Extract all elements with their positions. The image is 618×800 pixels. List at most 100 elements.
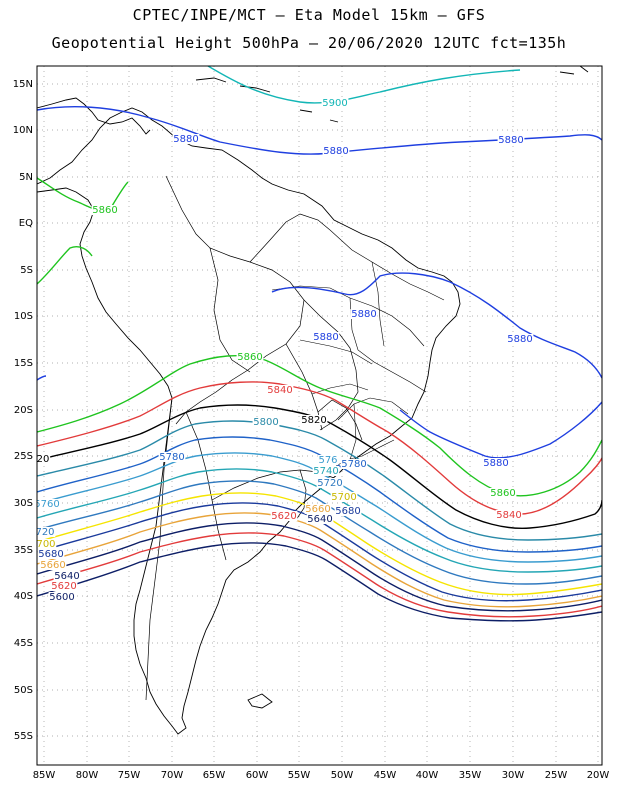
lat-tick-label: 20S: [14, 405, 33, 416]
lon-tick-label: 45W: [374, 770, 397, 781]
lon-tick-label: 65W: [203, 770, 226, 781]
map-title-field: Geopotential Height 500hPa – 20/06/2020 …: [51, 34, 567, 52]
central-america-coastline: [37, 97, 151, 135]
contour-label: 5800: [253, 417, 278, 428]
contour-label-bg: [236, 352, 264, 362]
contour-line-5860: [37, 355, 602, 497]
contour-label: 5860: [237, 352, 262, 363]
contour-label: 5880: [323, 146, 348, 157]
caribbean-islands: [195, 66, 589, 123]
lat-tick-label: 30S: [14, 498, 33, 509]
contour-label: 5760: [34, 499, 59, 510]
contour-line-5840: [37, 381, 602, 515]
lat-tick-label: 40S: [14, 591, 33, 602]
lat-tick-label: 25S: [14, 451, 33, 462]
contour-label: 5880: [351, 309, 376, 320]
state-borders: [271, 229, 445, 471]
contour-label: 20: [37, 454, 50, 465]
contour-label-bg: [37, 539, 57, 549]
contour-line-5820: [37, 404, 602, 530]
contour-line-5860: [37, 246, 93, 285]
contour-label-bg: [300, 415, 328, 425]
contour-label-bg: [312, 466, 340, 476]
contour-label: 5640: [54, 571, 79, 582]
contour-label: 5620: [51, 581, 76, 592]
contour-label-bg: [252, 417, 280, 427]
contour-label-bg: [37, 499, 61, 509]
contour-label-bg: [39, 560, 67, 570]
contour-label: 5860: [490, 488, 515, 499]
contour-label-bg: [312, 332, 340, 342]
contour-label: 5780: [159, 452, 184, 463]
lon-tick-label: 35W: [459, 770, 482, 781]
contour-label: 5740: [313, 466, 338, 477]
contour-label-bg: [489, 488, 517, 498]
contour-label: 5660: [40, 560, 65, 571]
contour-line-5600: [37, 542, 602, 622]
contour-label-bg: [506, 334, 534, 344]
map-title-model: CPTEC/INPE/MCT – Eta Model 15km – GFS: [132, 6, 486, 24]
contour-label: 5880: [173, 134, 198, 145]
contour-label: 5840: [267, 385, 292, 396]
lon-tick-label: 70W: [161, 770, 184, 781]
lon-tick-label: 20W: [587, 770, 610, 781]
contour-label-bg: [50, 581, 78, 591]
contour-label-bg: [172, 134, 200, 144]
contour-label-bg: [321, 98, 349, 108]
contour-label-bg: [304, 504, 332, 514]
contour-label: 5900: [322, 98, 347, 109]
contour-label: 5620: [271, 511, 296, 522]
contour-label: 5880: [498, 135, 523, 146]
lat-tick-label: 10S: [14, 311, 33, 322]
contour-label-bg: [266, 385, 294, 395]
lon-tick-label: 75W: [118, 770, 141, 781]
contour-label: 5680: [335, 506, 360, 517]
lat-tick-label: 15N: [13, 79, 33, 90]
lat-tick-label: 5N: [19, 172, 33, 183]
south-america-coastline: [37, 107, 461, 735]
contour-line-5620: [37, 532, 602, 618]
contour-line-5660: [37, 512, 602, 608]
contour-label-bg: [91, 205, 119, 215]
contour-line-5740: [37, 468, 602, 573]
contour-line-5720: [37, 480, 602, 585]
lon-tick-label: 60W: [246, 770, 269, 781]
contour-line-5900: [207, 66, 521, 104]
contour-label-bg: [37, 454, 51, 464]
lon-tick-label: 50W: [331, 770, 354, 781]
contour-line-5640: [37, 522, 602, 612]
contour-line-5880: [271, 272, 602, 459]
lat-lon-grid: [37, 66, 602, 765]
lat-tick-label: EQ: [19, 218, 33, 229]
lon-tick-label: 80W: [76, 770, 99, 781]
contour-label: 5840: [496, 510, 521, 521]
lon-tick-label: 85W: [33, 770, 56, 781]
contour-label-bg: [270, 511, 298, 521]
contour-label-bg: [495, 510, 523, 520]
contour-label-bg: [316, 478, 344, 488]
contour-label: 5880: [507, 334, 532, 345]
axis-labels: 15N 10N 5N EQ 5S 10S 15S 20S 25S 30S 35S 40S 45S 50S 5…: [13, 79, 610, 781]
contour-label: 5680: [38, 549, 63, 560]
lon-tick-label: 55W: [288, 770, 311, 781]
contour-label: 5880: [313, 332, 338, 343]
lat-tick-label: 5S: [20, 265, 33, 276]
contour-label-bg: [37, 527, 56, 537]
contour-label: 5780: [341, 459, 366, 470]
contour-label: 5880: [483, 458, 508, 469]
lon-tick-label: 25W: [545, 770, 568, 781]
contour-label-bg: [37, 549, 65, 559]
coastlines-borders: [37, 66, 589, 735]
lat-tick-label: 45S: [14, 638, 33, 649]
lat-tick-label: 50S: [14, 685, 33, 696]
contour-label: 5820: [301, 415, 326, 426]
contour-label-bg: [497, 135, 525, 145]
contour-label: 5660: [305, 504, 330, 515]
lat-tick-label: 15S: [14, 358, 33, 369]
contour-label-bg: [53, 571, 81, 581]
lon-tick-label: 30W: [502, 770, 525, 781]
contour-labels: 5900 5880 5880 5880 5880 5880 5880 5880 5860 5860…: [34, 98, 534, 603]
contour-label: 5720: [317, 478, 342, 489]
contour-label-bg: [330, 492, 358, 502]
